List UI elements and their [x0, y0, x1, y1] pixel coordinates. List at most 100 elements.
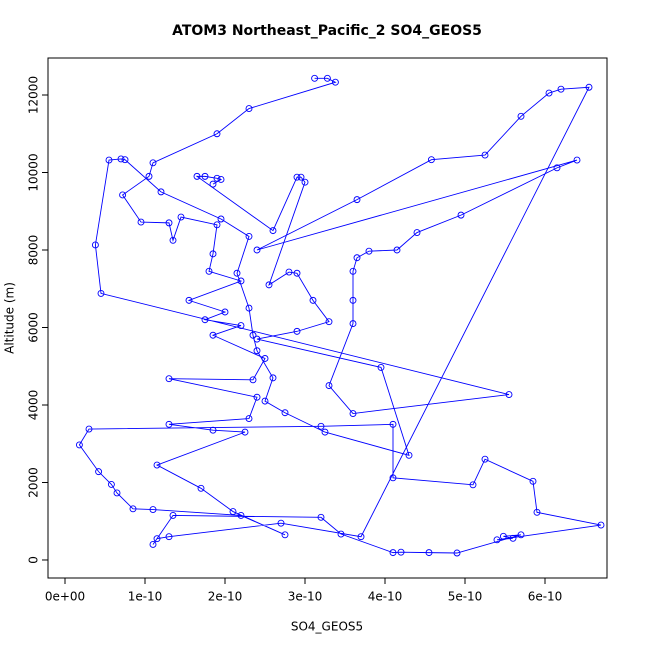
- data-point: [311, 74, 319, 82]
- data-point: [457, 211, 465, 219]
- data-point: [169, 511, 177, 519]
- data-point: [233, 269, 241, 277]
- data-point: [165, 533, 173, 541]
- data-point: [117, 155, 125, 163]
- data-point: [293, 327, 301, 335]
- data-point: [205, 267, 213, 275]
- data-point: [253, 335, 261, 343]
- data-point: [75, 441, 83, 449]
- data-point: [149, 506, 157, 514]
- data-point: [413, 229, 421, 237]
- data-point: [499, 532, 507, 540]
- data-point: [393, 246, 401, 254]
- data-point: [177, 213, 185, 221]
- data-point: [573, 156, 581, 164]
- x-tick-label: 1e-10: [128, 590, 163, 604]
- x-tick-label: 5e-10: [448, 590, 483, 604]
- data-point: [149, 541, 157, 548]
- data-point: [389, 474, 397, 482]
- data-point: [95, 468, 103, 476]
- data-point: [481, 151, 489, 159]
- y-tick-label: 8000: [27, 235, 41, 266]
- data-point: [353, 196, 361, 204]
- data-point: [269, 374, 277, 382]
- data-point: [293, 269, 301, 277]
- x-tick-label: 4e-10: [368, 590, 403, 604]
- data-point: [281, 409, 289, 417]
- data-point: [149, 159, 157, 167]
- data-point: [241, 428, 249, 436]
- data-point: [349, 320, 357, 328]
- data-point: [165, 219, 173, 227]
- data-point: [349, 267, 357, 275]
- data-point: [85, 425, 93, 433]
- data-point: [253, 246, 261, 254]
- data-point: [269, 227, 277, 235]
- data-line: [78, 77, 602, 554]
- y-axis-label: Altitude (m): [3, 282, 17, 354]
- data-point: [213, 130, 221, 138]
- data-point: [389, 549, 397, 557]
- data-point: [309, 296, 317, 304]
- data-point: [185, 296, 193, 304]
- data-point: [281, 531, 289, 539]
- data-point: [253, 347, 261, 355]
- data-point: [229, 508, 237, 515]
- data-point: [249, 331, 257, 339]
- data-point: [317, 513, 325, 521]
- data-point: [201, 172, 209, 180]
- data-point: [389, 420, 397, 428]
- data-point: [245, 232, 253, 240]
- data-point: [97, 289, 105, 297]
- data-point: [323, 74, 331, 82]
- y-tick-label: 6000: [27, 312, 41, 343]
- data-point: [517, 531, 525, 539]
- y-tick-label: 0: [27, 556, 41, 564]
- data-point: [119, 191, 127, 199]
- data-point: [405, 451, 413, 459]
- x-tick-label: 2e-10: [208, 590, 243, 604]
- data-point: [325, 382, 333, 390]
- data-point: [237, 277, 245, 285]
- x-axis-label: SO4_GEOS5: [291, 620, 363, 634]
- data-point: [331, 78, 339, 86]
- data-point: [157, 188, 165, 196]
- data-point: [425, 549, 433, 557]
- data-point: [533, 508, 541, 516]
- data-point: [293, 173, 301, 181]
- data-point: [365, 247, 373, 255]
- data-point: [557, 85, 565, 93]
- data-point: [493, 536, 501, 544]
- data-point: [213, 174, 221, 182]
- data-point: [337, 530, 345, 538]
- data-point: [249, 376, 257, 384]
- data-point: [505, 391, 513, 398]
- data-point: [237, 511, 245, 519]
- data-point: [517, 112, 525, 120]
- data-point: [585, 83, 593, 91]
- data-point: [209, 426, 217, 434]
- chart-title: ATOM3 Northeast_Pacific_2 SO4_GEOS5: [172, 23, 482, 39]
- data-point: [321, 428, 329, 436]
- data-point: [217, 215, 225, 223]
- data-point: [297, 173, 305, 181]
- data-point: [529, 477, 537, 485]
- data-point: [253, 393, 261, 401]
- data-point: [285, 268, 293, 276]
- data-point: [145, 172, 153, 180]
- data-point: [325, 318, 333, 326]
- data-point: [509, 534, 517, 542]
- data-point: [213, 221, 221, 229]
- data-point: [453, 549, 461, 557]
- data-point: [377, 363, 385, 371]
- y-tick-label: 12000: [27, 76, 41, 114]
- data-point: [265, 281, 273, 289]
- plot-frame: [47, 57, 608, 579]
- data-point: [245, 105, 253, 113]
- data-point: [349, 410, 357, 417]
- data-point: [245, 304, 253, 312]
- data-point: [427, 156, 435, 164]
- data-point: [209, 331, 217, 339]
- data-point: [261, 397, 269, 405]
